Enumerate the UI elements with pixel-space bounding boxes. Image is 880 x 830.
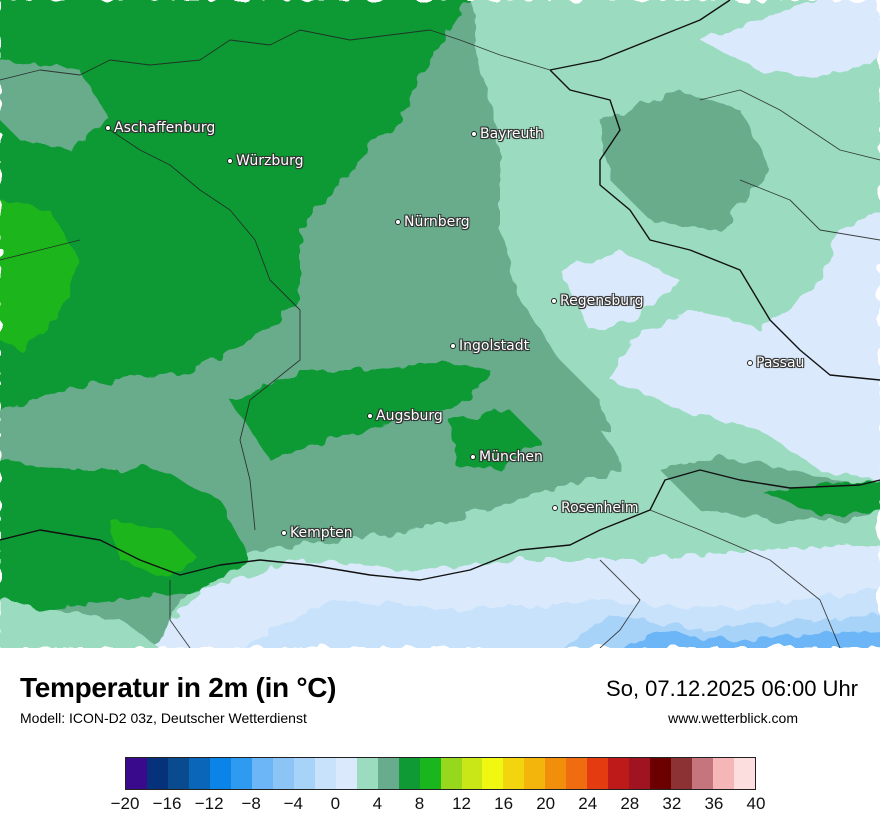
city-name: Rosenheim — [561, 500, 639, 516]
legend-tick-label: 8 — [414, 794, 425, 813]
legend-tick-label: 20 — [536, 794, 556, 813]
city-marker-icon — [450, 343, 456, 349]
legend-tick-label: 40 — [746, 794, 766, 813]
city-name: Aschaffenburg — [114, 120, 216, 136]
legend-color-cell — [251, 758, 273, 789]
city-muenchen: München — [470, 449, 543, 465]
city-nuernberg: Nürnberg — [395, 214, 470, 230]
legend-color-cell — [314, 758, 336, 789]
legend-tick-label: 28 — [620, 794, 640, 813]
city-regensburg: Regensburg — [551, 293, 644, 309]
legend-color-cell — [293, 758, 315, 789]
legend-tick-label: −16 — [152, 794, 182, 813]
legend-tick-label: −4 — [283, 794, 303, 813]
city-name: Regensburg — [560, 293, 644, 309]
city-name: Augsburg — [376, 408, 443, 424]
city-aschaffenburg: Aschaffenburg — [105, 120, 215, 136]
temperature-field — [0, 0, 880, 648]
legend-color-cell — [335, 758, 357, 789]
legend-color-cell — [692, 758, 714, 789]
city-wuerzburg: Würzburg — [227, 153, 303, 169]
model-source: Modell: ICON-D2 03z, Deutscher Wetterdie… — [20, 710, 307, 726]
city-marker-icon — [551, 298, 557, 304]
legend-color-cell — [146, 758, 168, 789]
city-ingolstadt: Ingolstadt — [450, 338, 529, 354]
website-link[interactable]: www.wetterblick.com — [668, 710, 798, 726]
legend-color-cell — [650, 758, 672, 789]
legend-color-cell — [566, 758, 588, 789]
legend-color-cell — [608, 758, 630, 789]
city-marker-icon — [747, 360, 753, 366]
city-marker-icon — [105, 125, 111, 131]
city-marker-icon — [552, 505, 558, 511]
forecast-datetime: So, 07.12.2025 06:00 Uhr — [606, 676, 858, 701]
city-rosenheim: Rosenheim — [552, 500, 638, 516]
city-name: München — [479, 449, 543, 465]
city-marker-icon — [395, 219, 401, 225]
city-bayreuth: Bayreuth — [471, 126, 544, 142]
legend-color-cell — [503, 758, 525, 789]
legend-tick-label: 16 — [494, 794, 514, 813]
legend-color-cell — [587, 758, 609, 789]
legend-color-cell — [734, 758, 756, 789]
city-passau: Passau — [747, 355, 804, 371]
city-name: Nürnberg — [404, 214, 470, 230]
city-name: Kempten — [290, 525, 353, 541]
legend-color-cell — [461, 758, 483, 789]
legend-tick-label: 36 — [704, 794, 724, 813]
legend-tick-label: 24 — [578, 794, 598, 813]
legend-tick-label: 12 — [452, 794, 471, 813]
legend-color-cell — [209, 758, 231, 789]
color-scale-ticks: −20 −16 −12 −8 −4 0 4 8 12 16 20 24 28 32 36 40 — [0, 794, 880, 818]
city-name: Bayreuth — [480, 126, 544, 142]
legend-color-cell — [545, 758, 567, 789]
legend-tick-label: 0 — [330, 794, 341, 813]
legend-color-cell — [419, 758, 441, 789]
city-name: Passau — [756, 355, 805, 371]
legend-color-cell — [188, 758, 210, 789]
city-marker-icon — [471, 131, 477, 137]
legend-color-cell — [398, 758, 420, 789]
legend-tick-label: 4 — [372, 794, 383, 813]
map-title: Temperatur in 2m (in °C) — [20, 672, 337, 703]
legend-tick-label: 32 — [662, 794, 682, 813]
legend-tick-label: −8 — [241, 794, 261, 813]
city-marker-icon — [281, 530, 287, 536]
legend-color-cell — [524, 758, 546, 789]
map-footer: Temperatur in 2m (in °C) Modell: ICON-D2… — [0, 648, 880, 830]
legend-color-cell — [377, 758, 399, 789]
legend-color-cell — [482, 758, 504, 789]
legend-color-cell — [272, 758, 294, 789]
city-marker-icon — [367, 413, 373, 419]
city-kempten: Kempten — [281, 525, 353, 541]
legend-color-cell — [629, 758, 651, 789]
city-name: Ingolstadt — [459, 338, 530, 354]
legend-color-cell — [671, 758, 693, 789]
legend-tick-label: −12 — [194, 794, 224, 813]
city-augsburg: Augsburg — [367, 408, 443, 424]
legend-color-cell — [126, 758, 147, 789]
legend-color-cell — [440, 758, 462, 789]
city-name: Würzburg — [236, 153, 304, 169]
city-marker-icon — [227, 158, 233, 164]
temperature-map: Aschaffenburg Würzburg Bayreuth Nürnberg Reg… — [0, 0, 880, 648]
legend-tick-label: −20 — [110, 794, 140, 813]
color-scale-legend — [125, 757, 756, 790]
legend-color-cell — [230, 758, 252, 789]
city-marker-icon — [470, 454, 476, 460]
legend-color-cell — [713, 758, 735, 789]
legend-color-cell — [167, 758, 189, 789]
legend-color-cell — [356, 758, 378, 789]
